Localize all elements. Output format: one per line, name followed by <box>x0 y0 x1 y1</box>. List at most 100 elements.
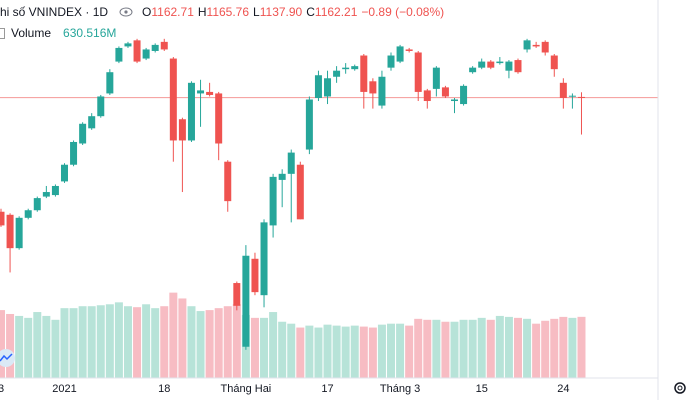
volume-bar <box>0 310 5 378</box>
volume-bar <box>187 306 196 378</box>
candle-body <box>532 44 540 47</box>
volume-bar <box>341 326 350 378</box>
change: −0.89 (−0.08%) <box>361 5 445 19</box>
volume-value: 630.516M <box>63 26 117 40</box>
volume-header: Volume 630.516M <box>0 26 116 40</box>
volume-bar <box>568 317 577 378</box>
volume-bar <box>532 323 541 378</box>
volume-bar <box>459 319 468 378</box>
ohlc-label: C <box>306 5 315 19</box>
volume-bar <box>278 321 287 378</box>
x-tick-label: 24 <box>557 383 569 395</box>
candle-body <box>333 70 341 77</box>
candle-body <box>197 90 205 94</box>
candle-body <box>151 44 159 51</box>
candle-body <box>432 67 440 89</box>
volume-bar <box>160 306 169 378</box>
candle-body <box>351 66 359 70</box>
symbol-title[interactable]: hi số VNINDEX · 1D <box>0 5 109 19</box>
settings-icon[interactable] <box>674 382 686 394</box>
volume-bar <box>287 323 296 378</box>
candle-body <box>206 91 214 95</box>
volume-bar <box>405 325 414 378</box>
volume-bar <box>60 308 69 378</box>
x-tick-label: 18 <box>158 383 170 395</box>
candle-body <box>242 255 250 347</box>
volume-bar <box>96 305 105 378</box>
candle-body <box>568 95 576 97</box>
candle-body <box>269 176 277 226</box>
candle-body <box>523 40 531 50</box>
candle-body <box>51 185 59 196</box>
volume-bar <box>133 307 142 378</box>
candle-body <box>0 211 5 226</box>
volume-bar <box>142 304 151 378</box>
volume-bar <box>468 319 477 378</box>
candle-body <box>169 58 177 141</box>
volume-bar <box>377 324 386 378</box>
eye-icon[interactable] <box>118 6 134 18</box>
candle-body <box>514 60 522 73</box>
candle-body <box>369 81 377 94</box>
logo-icon[interactable] <box>0 349 15 367</box>
volume-bar <box>78 306 87 378</box>
volume-bar <box>214 308 223 378</box>
candle-body <box>88 116 96 129</box>
ohlc-value: 1162.21 <box>314 5 358 19</box>
candle-body <box>414 52 422 92</box>
volume-bar <box>33 312 42 378</box>
volume-bar <box>169 292 178 378</box>
volume-bar <box>387 323 396 378</box>
x-tick-label: 17 <box>321 383 333 395</box>
x-tick-label: 15 <box>476 383 488 395</box>
volume-bar <box>196 311 205 378</box>
candle-body <box>451 99 458 102</box>
candle-body <box>378 76 386 106</box>
volume-bar <box>15 315 24 378</box>
volume-bar <box>550 318 559 378</box>
volume-bar <box>114 302 123 378</box>
collapse-icon[interactable] <box>0 27 5 39</box>
volume-bar <box>305 325 314 378</box>
candle-body <box>460 85 468 105</box>
ohlc-value: 1165.76 <box>206 5 250 19</box>
volume-bar <box>513 317 522 378</box>
candle-body <box>15 217 23 249</box>
candle-body <box>97 96 105 117</box>
volume-bar <box>323 324 332 378</box>
x-tick-label: Tháng 3 <box>380 383 420 395</box>
volume-bar <box>151 308 160 378</box>
volume-bar <box>42 315 51 378</box>
volume-bar <box>296 327 305 378</box>
volume-bar <box>250 317 259 378</box>
header: hi số VNINDEX · 1D O1162.71 H1165.76 L1137… <box>0 5 444 19</box>
candle-body <box>387 55 395 68</box>
candle-body <box>559 82 567 98</box>
candle-body <box>42 192 50 197</box>
volume-bar <box>205 310 214 378</box>
volume-bar <box>396 323 405 378</box>
candle-body <box>142 49 150 59</box>
candle-body <box>324 78 332 97</box>
volume-bar <box>350 325 359 378</box>
volume-bar <box>314 327 323 378</box>
candle-body <box>260 222 268 296</box>
candle-body <box>296 164 304 220</box>
volume-bar <box>232 304 241 378</box>
candle-body <box>360 55 368 92</box>
candle-body <box>160 41 168 50</box>
candle-body <box>178 119 186 141</box>
ohlc-label: L <box>253 5 260 19</box>
volume-bar <box>87 306 96 378</box>
candle-body <box>106 72 114 94</box>
candle-body <box>6 214 14 249</box>
candle-body <box>469 67 477 73</box>
volume-bar <box>105 304 114 378</box>
candle-body <box>305 99 313 150</box>
ohlc-value: 1162.71 <box>151 5 194 19</box>
volume-bar <box>432 319 441 378</box>
volume-bar <box>51 319 60 378</box>
volume-bar <box>414 318 423 378</box>
